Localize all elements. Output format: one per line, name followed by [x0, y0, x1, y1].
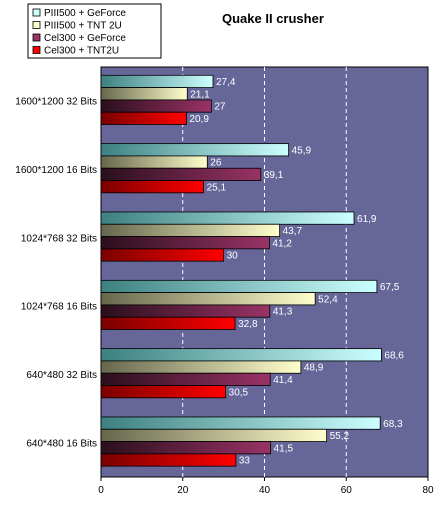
- data-label: 41,2: [272, 238, 292, 249]
- bar: [100, 143, 290, 157]
- bar: [100, 180, 204, 194]
- category-label: 640*480 32 Bits: [26, 370, 97, 381]
- category-label: 1600*1200 32 Bits: [15, 97, 97, 108]
- bar: [100, 304, 271, 318]
- category-labels: 1600*1200 32 Bits 1600*1200 16 Bits 1024*7…: [15, 97, 97, 450]
- data-labels: 27,4 21,1 27 20,9 45,9 26 39,1 25,1 61,9 43,741,2…: [189, 77, 404, 467]
- bar: [100, 223, 281, 237]
- bar: [100, 211, 355, 225]
- x-tick-label: 0: [98, 485, 104, 496]
- bar: [100, 292, 316, 306]
- bar: [100, 236, 270, 250]
- bar: [100, 372, 271, 386]
- category-label: 1024*768 16 Bits: [21, 302, 97, 313]
- legend-swatch: [32, 33, 41, 42]
- bar: [100, 74, 214, 89]
- category-label: 640*480 16 Bits: [26, 438, 97, 449]
- legend-swatch: [32, 21, 41, 29]
- data-label: 41,3: [273, 307, 293, 318]
- data-label: 45,9: [292, 145, 312, 156]
- data-label: 39,1: [264, 170, 284, 181]
- bar: [100, 99, 212, 113]
- bar: [100, 453, 237, 467]
- bar: [100, 416, 381, 430]
- data-label: 33: [239, 456, 251, 467]
- data-label: 27,4: [216, 77, 236, 88]
- legend-entry: PIII500 + GeForce: [44, 8, 126, 19]
- data-label: 30,5: [229, 387, 249, 398]
- data-label: 26: [210, 158, 222, 169]
- data-label: 48,9: [304, 363, 324, 374]
- bar: [100, 155, 208, 169]
- legend-swatch: [32, 46, 41, 54]
- bar: [100, 111, 187, 125]
- bar: [100, 87, 188, 101]
- bar: [100, 348, 382, 362]
- legend-entry: Cel300 + TNT2U: [44, 46, 119, 57]
- data-label: 32,8: [238, 319, 258, 330]
- category-label: 1600*1200 16 Bits: [15, 165, 97, 176]
- data-label: 25,1: [207, 182, 227, 193]
- data-label: 30: [227, 251, 239, 262]
- data-label: 68,6: [384, 350, 404, 361]
- legend-entry: Cel300 + GeForce: [44, 33, 126, 44]
- data-label: 41,4: [273, 375, 293, 386]
- bar: [100, 248, 225, 262]
- data-label: 43,7: [283, 226, 303, 237]
- bar: [100, 428, 328, 442]
- data-label: 67,5: [380, 282, 400, 293]
- bar: [100, 360, 302, 374]
- legend-entry: PIII500 + TNT 2U: [44, 21, 122, 32]
- x-tick-label: 20: [177, 485, 189, 496]
- x-axis: 0 20 40 60 80: [98, 477, 434, 496]
- x-tick-label: 60: [341, 485, 353, 496]
- legend-swatch: [32, 8, 41, 17]
- bars: [100, 74, 382, 467]
- data-label: 20,9: [189, 114, 209, 125]
- x-tick-label: 80: [422, 485, 434, 496]
- data-label: 52,4: [318, 294, 338, 305]
- x-tick-label: 40: [259, 485, 271, 496]
- category-label: 1024*768 32 Bits: [21, 233, 97, 244]
- chart-title: Quake II crusher: [222, 11, 324, 26]
- data-label: 61,9: [357, 214, 377, 225]
- legend-box: [27, 3, 162, 59]
- data-label: 41,5: [274, 443, 294, 454]
- bar: [100, 316, 236, 330]
- data-label: 27: [214, 102, 226, 113]
- data-label: 68,3: [383, 419, 403, 430]
- gridlines: [182, 67, 347, 477]
- bar: [100, 167, 262, 181]
- bar: [100, 385, 227, 399]
- data-label: 21,1: [190, 89, 210, 100]
- bar: [100, 441, 272, 455]
- data-label: 55,2: [330, 431, 350, 442]
- bar: [100, 279, 378, 293]
